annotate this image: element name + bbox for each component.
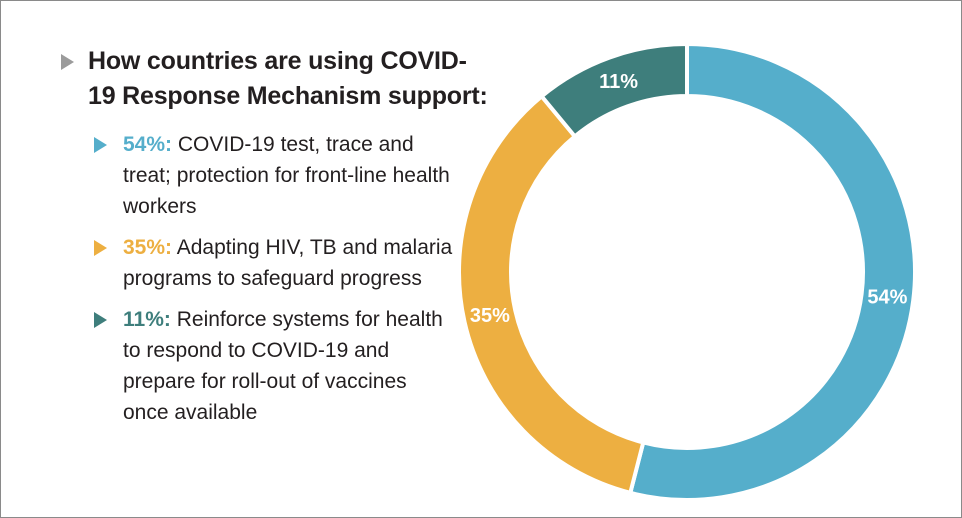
legend-description: Adapting HIV, TB and malaria programs to… [123, 236, 453, 290]
slice-label-2: 11% [599, 71, 638, 93]
legend-text: 54%: COVID-19 test, trace and treat; pro… [123, 129, 453, 222]
legend-bullet-icon [94, 312, 107, 328]
legend: 54%: COVID-19 test, trace and treat; pro… [94, 129, 464, 428]
donut-slice-1 [457, 93, 646, 496]
legend-text: 35%: Adapting HIV, TB and malaria progra… [123, 232, 453, 294]
legend-percent: 54%: [123, 133, 173, 156]
legend-description: Reinforce systems for health to respond … [123, 308, 443, 424]
heading-bullet-icon [61, 54, 74, 70]
legend-percent: 35%: [123, 236, 173, 259]
slice-label-0: 54% [867, 286, 907, 308]
legend-item-1: 35%: Adapting HIV, TB and malaria progra… [94, 232, 464, 294]
legend-bullet-icon [94, 240, 107, 256]
chart-heading: How countries are using COVID-19 Respons… [61, 44, 491, 114]
heading-text: How countries are using COVID-19 Respons… [88, 47, 488, 110]
donut-slice-2 [538, 41, 689, 140]
legend-item-2: 11%: Reinforce systems for health to res… [94, 304, 464, 428]
legend-percent: 11%: [123, 308, 171, 331]
donut-slice-0 [627, 41, 917, 502]
legend-text: 11%: Reinforce systems for health to res… [123, 304, 453, 428]
slice-label-1: 35% [470, 305, 510, 327]
legend-description: COVID-19 test, trace and treat; protecti… [123, 133, 450, 218]
legend-item-0: 54%: COVID-19 test, trace and treat; pro… [94, 129, 464, 222]
legend-bullet-icon [94, 137, 107, 153]
